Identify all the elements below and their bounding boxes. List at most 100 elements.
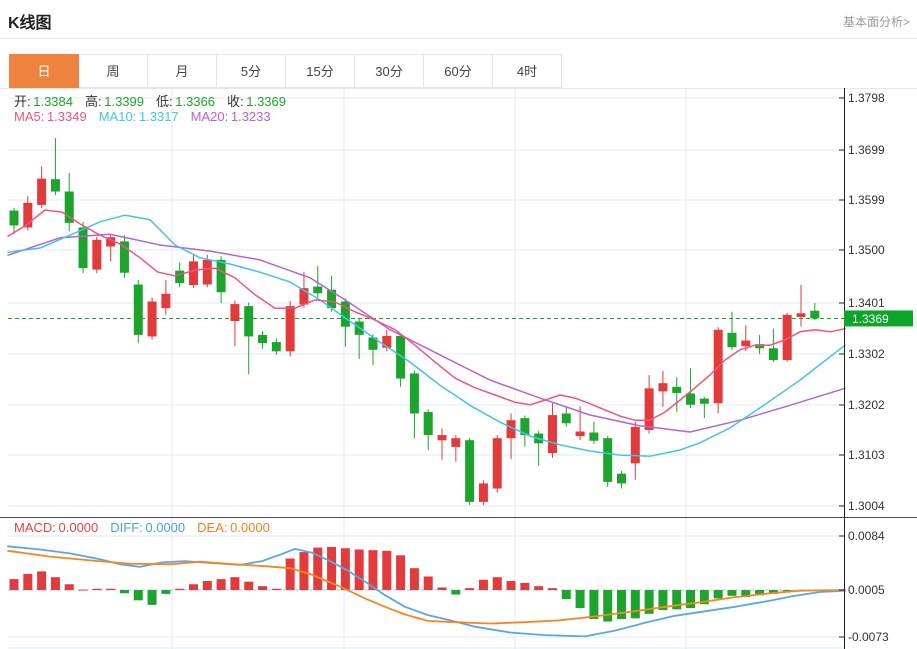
macd-bar bbox=[727, 590, 737, 596]
macd-bar bbox=[478, 579, 488, 591]
macd-bar bbox=[768, 590, 778, 594]
dea-line bbox=[7, 549, 846, 625]
macd-bar bbox=[9, 579, 19, 591]
tab-interval-周[interactable]: 周 bbox=[78, 54, 148, 88]
candle-body bbox=[133, 284, 143, 335]
macd-bar bbox=[492, 577, 502, 591]
tab-interval-30分[interactable]: 30分 bbox=[354, 54, 424, 88]
candle-body bbox=[313, 286, 323, 294]
tab-interval-15分[interactable]: 15分 bbox=[285, 54, 355, 88]
tab-interval-60分[interactable]: 60分 bbox=[423, 54, 493, 88]
macd-bar bbox=[368, 550, 378, 591]
candle-body bbox=[396, 335, 406, 379]
candle-body bbox=[699, 398, 709, 404]
candle-body bbox=[437, 435, 447, 441]
macd-bar bbox=[92, 588, 102, 591]
candle-body bbox=[672, 386, 682, 393]
legend-item-macd-diff: DIFF: 0.0000 bbox=[110, 520, 186, 535]
macd-bar bbox=[437, 587, 447, 591]
macd-bar bbox=[133, 590, 143, 601]
tab-interval-4时[interactable]: 4时 bbox=[492, 54, 562, 88]
macd-bar bbox=[603, 590, 613, 622]
macd-bar bbox=[658, 590, 668, 610]
tab-interval-月[interactable]: 月 bbox=[147, 54, 217, 88]
candle-body bbox=[175, 270, 185, 283]
candle-body bbox=[810, 310, 820, 319]
candle-body bbox=[658, 383, 668, 392]
macd-bar bbox=[161, 590, 171, 594]
macd-bar bbox=[202, 581, 212, 591]
tab-interval-日[interactable]: 日 bbox=[9, 54, 79, 88]
interval-tabbar: 日周月 5分 15分 30分 60分 4时 bbox=[9, 54, 562, 88]
candle-body bbox=[382, 335, 392, 348]
candle-body bbox=[409, 373, 419, 414]
axis-tick-label: 0.0084 bbox=[848, 529, 885, 543]
candle-body bbox=[78, 227, 88, 269]
axis-tick-label: 1.3599 bbox=[848, 193, 885, 207]
header: K线图 基本面分析> bbox=[0, 0, 917, 39]
axis-tick-label: 1.3798 bbox=[848, 91, 885, 105]
candle-body bbox=[644, 388, 654, 430]
macd-bar bbox=[630, 590, 640, 619]
candle-body bbox=[603, 438, 613, 482]
candle-body bbox=[492, 438, 502, 489]
macd-bar bbox=[451, 590, 461, 595]
macd-bar bbox=[285, 558, 295, 591]
axis-tick-label: 0.0005 bbox=[848, 583, 885, 597]
candle-body bbox=[244, 306, 254, 337]
candle-body bbox=[37, 178, 47, 205]
macd-bar bbox=[409, 568, 419, 591]
candle-body bbox=[575, 431, 585, 437]
macd-bar bbox=[423, 576, 433, 591]
page-title: K线图 bbox=[8, 15, 52, 32]
candle-body bbox=[520, 418, 530, 436]
axis-tick-label: 1.3401 bbox=[848, 296, 885, 310]
legend-item-ohlc-high: 高: 1.3399 bbox=[85, 94, 144, 109]
fundamental-analysis-link[interactable]: 基本面分析> bbox=[842, 15, 910, 29]
candle-body bbox=[768, 348, 778, 361]
macd-bar bbox=[382, 550, 392, 591]
candle-body bbox=[727, 332, 737, 348]
macd-bar bbox=[561, 590, 571, 600]
legend-item-ohlc-close: 收: 1.3369 bbox=[227, 94, 286, 109]
candle-body bbox=[506, 420, 516, 439]
tab-interval-5分[interactable]: 5分 bbox=[216, 54, 286, 88]
macd-bar bbox=[686, 590, 696, 609]
macd-bar bbox=[589, 590, 599, 619]
candle-body bbox=[423, 411, 433, 436]
macd-bar bbox=[547, 588, 557, 591]
candle-body bbox=[147, 301, 157, 337]
axis-tick-label: 1.3103 bbox=[848, 448, 885, 462]
axis-tick-label: 1.3699 bbox=[848, 143, 885, 157]
candle-body bbox=[216, 259, 226, 293]
candle-body bbox=[630, 426, 640, 464]
axis-tick-label: -0.0073 bbox=[848, 630, 889, 644]
candle-body bbox=[188, 261, 198, 286]
candle-body bbox=[340, 301, 350, 327]
macd-bar bbox=[216, 579, 226, 591]
macd-bar bbox=[64, 584, 74, 591]
macd-bar bbox=[354, 549, 364, 591]
candle-body bbox=[478, 483, 488, 502]
macd-bar bbox=[534, 586, 544, 591]
macd-bar bbox=[119, 590, 129, 594]
macd-bar bbox=[506, 581, 516, 591]
candle-body bbox=[796, 313, 806, 317]
macd-bar bbox=[37, 571, 47, 591]
candle-body bbox=[271, 342, 281, 352]
macd-bar bbox=[271, 588, 281, 591]
macd-bar bbox=[258, 586, 268, 591]
candle-body bbox=[202, 259, 212, 285]
candle-body bbox=[106, 237, 116, 247]
macd-bar bbox=[672, 590, 682, 610]
last-price-badge bbox=[844, 310, 913, 327]
candle-body bbox=[368, 337, 378, 350]
candle-body bbox=[782, 314, 792, 361]
macd-bar bbox=[644, 590, 654, 614]
candle-body bbox=[92, 239, 102, 270]
macd-bar bbox=[188, 584, 198, 591]
candle-body bbox=[285, 306, 295, 352]
axis-tick-label: 1.3004 bbox=[848, 499, 885, 513]
candle-body bbox=[258, 334, 268, 344]
